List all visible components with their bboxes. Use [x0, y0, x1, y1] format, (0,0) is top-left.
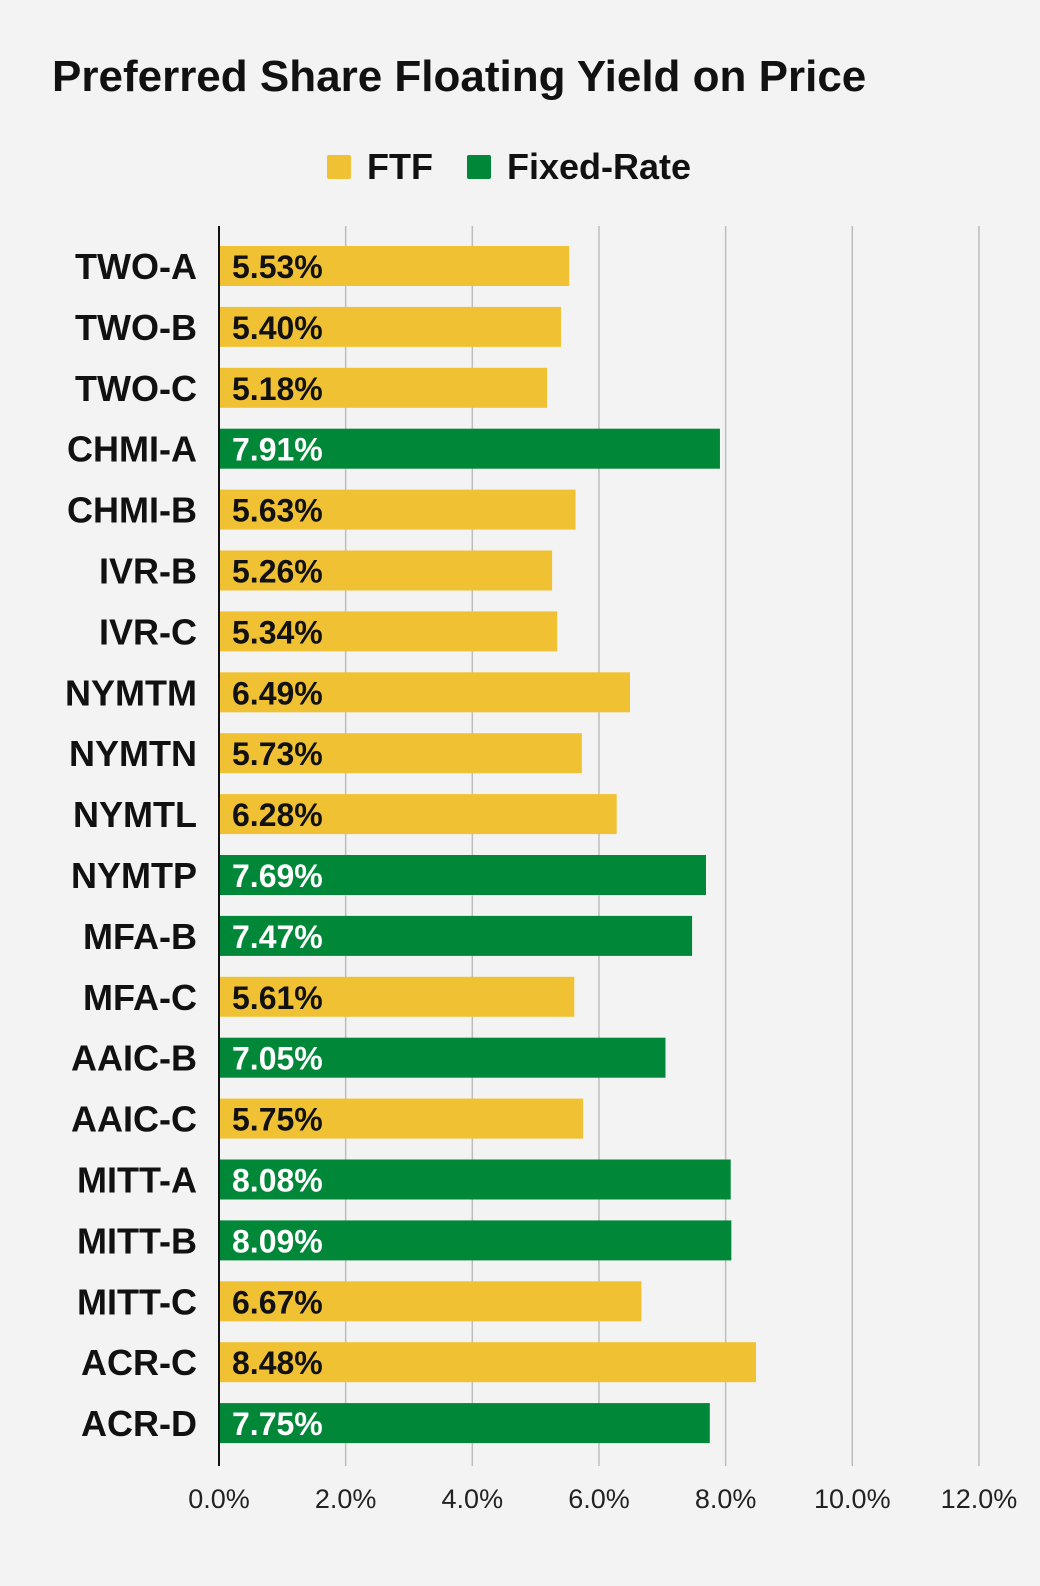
- legend-item-ftf: FTF: [327, 146, 433, 188]
- x-tick-label: 6.0%: [568, 1484, 630, 1514]
- data-label: 5.18%: [232, 371, 323, 407]
- data-label: 7.75%: [232, 1406, 323, 1442]
- data-label: 8.48%: [232, 1345, 323, 1381]
- bar: [219, 367, 548, 408]
- category-label: AAIC-B: [71, 1038, 197, 1079]
- data-label: 5.73%: [232, 736, 323, 772]
- legend-label-ftf: FTF: [367, 146, 433, 187]
- category-label: MITT-C: [77, 1281, 197, 1322]
- data-label: 5.63%: [232, 493, 323, 529]
- data-label: 7.47%: [232, 919, 323, 955]
- data-label: 6.28%: [232, 797, 323, 833]
- category-label: ACR-C: [81, 1342, 197, 1383]
- legend-label-fixed-rate: Fixed-Rate: [507, 146, 692, 187]
- category-label: TWO-C: [75, 368, 197, 409]
- bar: [219, 1098, 584, 1139]
- bar: [219, 855, 707, 895]
- x-tick-label: 10.0%: [814, 1484, 891, 1514]
- bar: [219, 1220, 732, 1261]
- bar: [219, 976, 575, 1017]
- category-label: NYMTM: [65, 672, 197, 713]
- x-tick-label: 12.0%: [941, 1484, 1018, 1514]
- category-label: MFA-B: [83, 916, 197, 957]
- bar: [219, 1281, 642, 1322]
- category-label: TWO-B: [75, 307, 197, 348]
- category-label: IVR-C: [99, 611, 197, 652]
- data-label: 6.67%: [232, 1284, 323, 1320]
- bar: [219, 1403, 710, 1444]
- bar: [219, 794, 617, 835]
- data-label: 8.09%: [232, 1223, 323, 1259]
- data-label: 5.61%: [232, 980, 323, 1016]
- legend-swatch-fixed-rate: [467, 155, 491, 179]
- bar: [219, 306, 561, 347]
- bar: [219, 915, 693, 956]
- bar: [219, 611, 558, 652]
- data-label: 8.08%: [232, 1163, 323, 1199]
- bar: [219, 1159, 731, 1200]
- data-label: 7.05%: [232, 1041, 323, 1077]
- category-label: ACR-D: [81, 1403, 197, 1444]
- data-label: 5.40%: [232, 310, 323, 346]
- category-label: IVR-B: [99, 551, 197, 592]
- category-label: MITT-A: [77, 1160, 197, 1201]
- x-tick-label: 2.0%: [315, 1484, 377, 1514]
- bar: [219, 1037, 666, 1078]
- data-label: 5.53%: [232, 249, 323, 285]
- x-tick-label: 0.0%: [188, 1484, 250, 1514]
- category-label: CHMI-A: [67, 429, 197, 470]
- category-label: MITT-B: [77, 1220, 197, 1261]
- legend-item-fixed-rate: Fixed-Rate: [467, 146, 691, 188]
- data-label: 5.26%: [232, 554, 323, 590]
- x-tick-label: 8.0%: [695, 1484, 757, 1514]
- bar: [219, 672, 631, 713]
- bar: [219, 550, 553, 591]
- category-label: NYMTL: [73, 794, 197, 835]
- bar: [219, 428, 720, 469]
- x-tick-label: 4.0%: [442, 1484, 504, 1514]
- category-label: MFA-C: [83, 977, 197, 1018]
- data-label: 7.69%: [232, 858, 323, 894]
- bar: [219, 1342, 757, 1383]
- category-label: CHMI-B: [67, 490, 197, 531]
- bar: [219, 733, 582, 774]
- legend-swatch-ftf: [327, 155, 351, 179]
- bar: [219, 489, 576, 530]
- data-label: 5.34%: [232, 614, 323, 650]
- category-label: TWO-A: [75, 246, 197, 287]
- category-label: NYMTN: [69, 733, 197, 774]
- data-label: 7.91%: [232, 432, 323, 468]
- category-label: AAIC-C: [71, 1099, 197, 1140]
- data-label: 6.49%: [232, 675, 323, 711]
- chart-title: Preferred Share Floating Yield on Price: [52, 52, 867, 101]
- bar: [219, 246, 570, 286]
- category-label: NYMTP: [71, 855, 197, 896]
- data-label: 5.75%: [232, 1102, 323, 1138]
